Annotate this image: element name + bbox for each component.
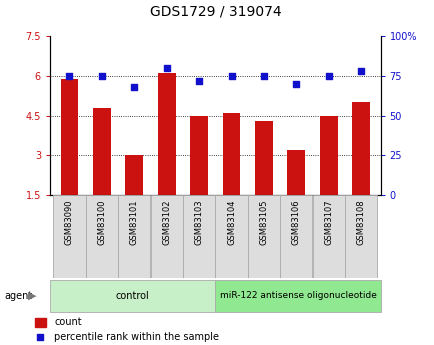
Bar — [60, 79, 78, 195]
Bar — [215, 279, 380, 312]
Point — [227, 73, 234, 79]
Bar — [287, 150, 305, 195]
Text: percentile rank within the sample: percentile rank within the sample — [54, 332, 219, 342]
Text: GSM83105: GSM83105 — [259, 199, 268, 245]
Point — [292, 81, 299, 87]
Text: GSM83104: GSM83104 — [227, 199, 236, 245]
Bar — [150, 195, 182, 278]
Point — [98, 73, 105, 79]
Text: GSM83107: GSM83107 — [323, 199, 332, 245]
Bar — [118, 195, 150, 278]
Text: GSM83101: GSM83101 — [129, 199, 138, 245]
Bar — [190, 116, 207, 195]
Point — [163, 65, 170, 71]
Bar — [254, 121, 272, 195]
Bar — [352, 102, 369, 195]
Bar — [215, 195, 247, 278]
Bar — [247, 195, 279, 278]
Point — [131, 84, 138, 90]
Bar — [93, 108, 111, 195]
Point — [260, 73, 267, 79]
Bar — [35, 318, 46, 327]
Bar — [344, 195, 376, 278]
Text: GSM83102: GSM83102 — [162, 199, 171, 245]
Bar — [279, 195, 312, 278]
Point — [37, 335, 43, 340]
Bar — [85, 195, 118, 278]
Bar — [222, 113, 240, 195]
Text: ▶: ▶ — [28, 291, 37, 301]
Point — [195, 78, 202, 83]
Bar — [50, 279, 215, 312]
Point — [357, 68, 364, 74]
Bar — [312, 195, 344, 278]
Text: GSM83108: GSM83108 — [356, 199, 365, 245]
Text: agent: agent — [4, 291, 33, 301]
Text: GSM83090: GSM83090 — [65, 199, 74, 245]
Bar — [319, 116, 337, 195]
Bar — [158, 73, 175, 195]
Text: control: control — [115, 291, 149, 301]
Text: GSM83100: GSM83100 — [97, 199, 106, 245]
Text: miR-122 antisense oligonucleotide: miR-122 antisense oligonucleotide — [219, 291, 375, 300]
Point — [66, 73, 73, 79]
Text: GSM83106: GSM83106 — [291, 199, 300, 245]
Bar — [125, 155, 143, 195]
Text: GDS1729 / 319074: GDS1729 / 319074 — [149, 5, 280, 19]
Point — [325, 73, 332, 79]
Text: GSM83103: GSM83103 — [194, 199, 203, 245]
Bar — [183, 195, 215, 278]
Bar — [53, 195, 85, 278]
Text: count: count — [54, 317, 82, 327]
